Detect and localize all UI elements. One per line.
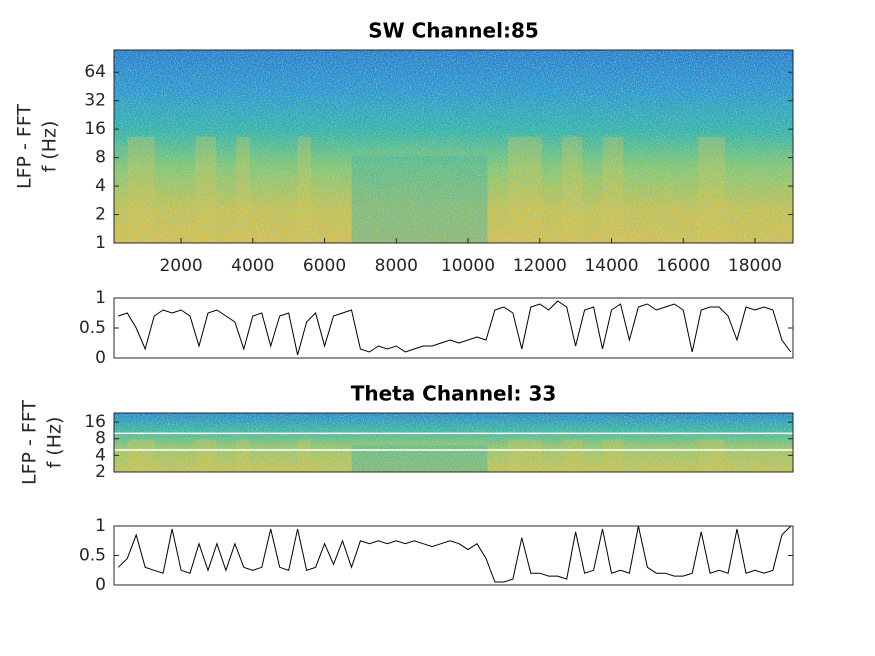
x-tick-label: 6000 xyxy=(303,256,346,276)
plot-area xyxy=(114,50,793,243)
trace-line xyxy=(117,526,792,583)
x-tick-label: 10000 xyxy=(441,256,495,276)
plot-area xyxy=(114,413,793,472)
y-tick-label: 4 xyxy=(95,445,106,465)
trace-line xyxy=(118,300,792,356)
x-tick-label: 16000 xyxy=(656,256,710,276)
y-tick-label: 0.5 xyxy=(79,546,106,566)
y-axis-label: f (Hz) xyxy=(44,417,66,469)
y-tick-label: 8 xyxy=(95,429,106,449)
y-axis-label: f (Hz) xyxy=(39,121,61,173)
y-tick-label: 2 xyxy=(95,462,106,482)
y-tick-label: 16 xyxy=(84,412,106,432)
y-tick-label: 2 xyxy=(95,205,106,225)
plot-area xyxy=(118,300,792,356)
y-tick-label: 16 xyxy=(84,119,106,139)
spectrogram-noise xyxy=(114,413,793,472)
x-tick-label: 18000 xyxy=(728,256,782,276)
x-tick-label: 2000 xyxy=(159,256,202,276)
y-tick-label: 0.5 xyxy=(79,318,106,338)
axes-frame xyxy=(113,412,794,473)
y-tick-label: 4 xyxy=(95,176,106,196)
y-tick-label: 32 xyxy=(84,91,106,111)
y-tick-label: 64 xyxy=(84,62,106,82)
chart-title: SW Channel:85 xyxy=(368,19,539,43)
y-tick-label: 1 xyxy=(95,288,106,308)
y-tick-label: 0 xyxy=(95,575,106,595)
y-tick-label: 8 xyxy=(95,148,106,168)
axes-frame xyxy=(113,525,794,586)
plot-area xyxy=(117,526,792,583)
x-tick-label: 12000 xyxy=(513,256,567,276)
y-tick-label: 0 xyxy=(95,348,106,368)
x-tick-label: 4000 xyxy=(231,256,274,276)
y-axis-label: LFP - FFT xyxy=(19,400,41,485)
x-tick-label: 14000 xyxy=(584,256,638,276)
chart-title: Theta Channel: 33 xyxy=(351,382,557,406)
x-tick-label: 8000 xyxy=(375,256,418,276)
axes-frame xyxy=(113,49,794,244)
y-axis-label: LFP - FFT xyxy=(14,104,36,189)
y-tick-label: 1 xyxy=(95,516,106,536)
spectrogram-noise xyxy=(114,50,793,243)
y-tick-label: 1 xyxy=(95,233,106,253)
